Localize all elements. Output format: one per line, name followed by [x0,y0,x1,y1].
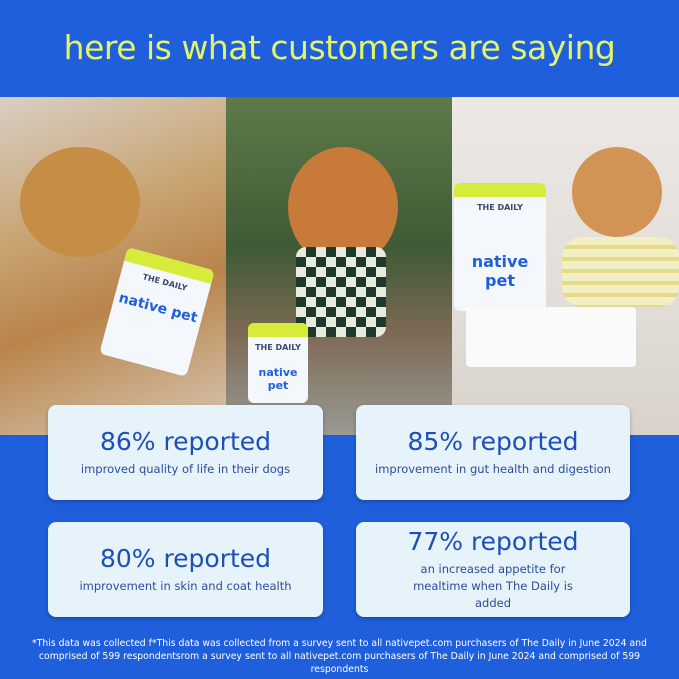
product-can: THE DAILY native pet [454,183,546,311]
photo-golden-retriever: THE DAILY native pet [0,97,226,435]
stat-headline: 86% reported [99,427,272,456]
stat-headline: 80% reported [99,544,272,573]
stat-headline: 85% reported [407,427,579,456]
dog-head [20,147,140,257]
photo-chihuahua: THE DAILY native pet [452,97,679,435]
stat-headline: 77% reported [407,527,579,556]
dog-head [572,147,662,237]
product-can: THE DAILY native pet [248,323,308,403]
stat-detail: an increased appetite for mealtime when … [413,562,573,610]
page-headline: here is what customers are saying [63,28,616,67]
stat-card-quality-of-life: 86% reported improved quality of life in… [48,405,323,500]
stat-card-gut-health: 85% reported improvement in gut health a… [356,405,630,500]
stat-card-appetite: 77% reported an increased appetite for m… [356,522,630,617]
photo-corgi: THE DAILY native pet [226,97,452,435]
stat-detail: improvement in skin and coat health [79,579,292,593]
stat-card-skin-coat: 80% reported improvement in skin and coa… [48,522,323,617]
food-bowl [466,307,636,367]
sweater [562,237,679,307]
bandana [296,247,386,337]
footnote: *This data was collected f*This data was… [32,638,647,675]
product-can: THE DAILY native pet [99,247,215,377]
stat-detail: improved quality of life in their dogs [80,462,291,476]
stat-detail: improvement in gut health and digestion [375,462,611,476]
